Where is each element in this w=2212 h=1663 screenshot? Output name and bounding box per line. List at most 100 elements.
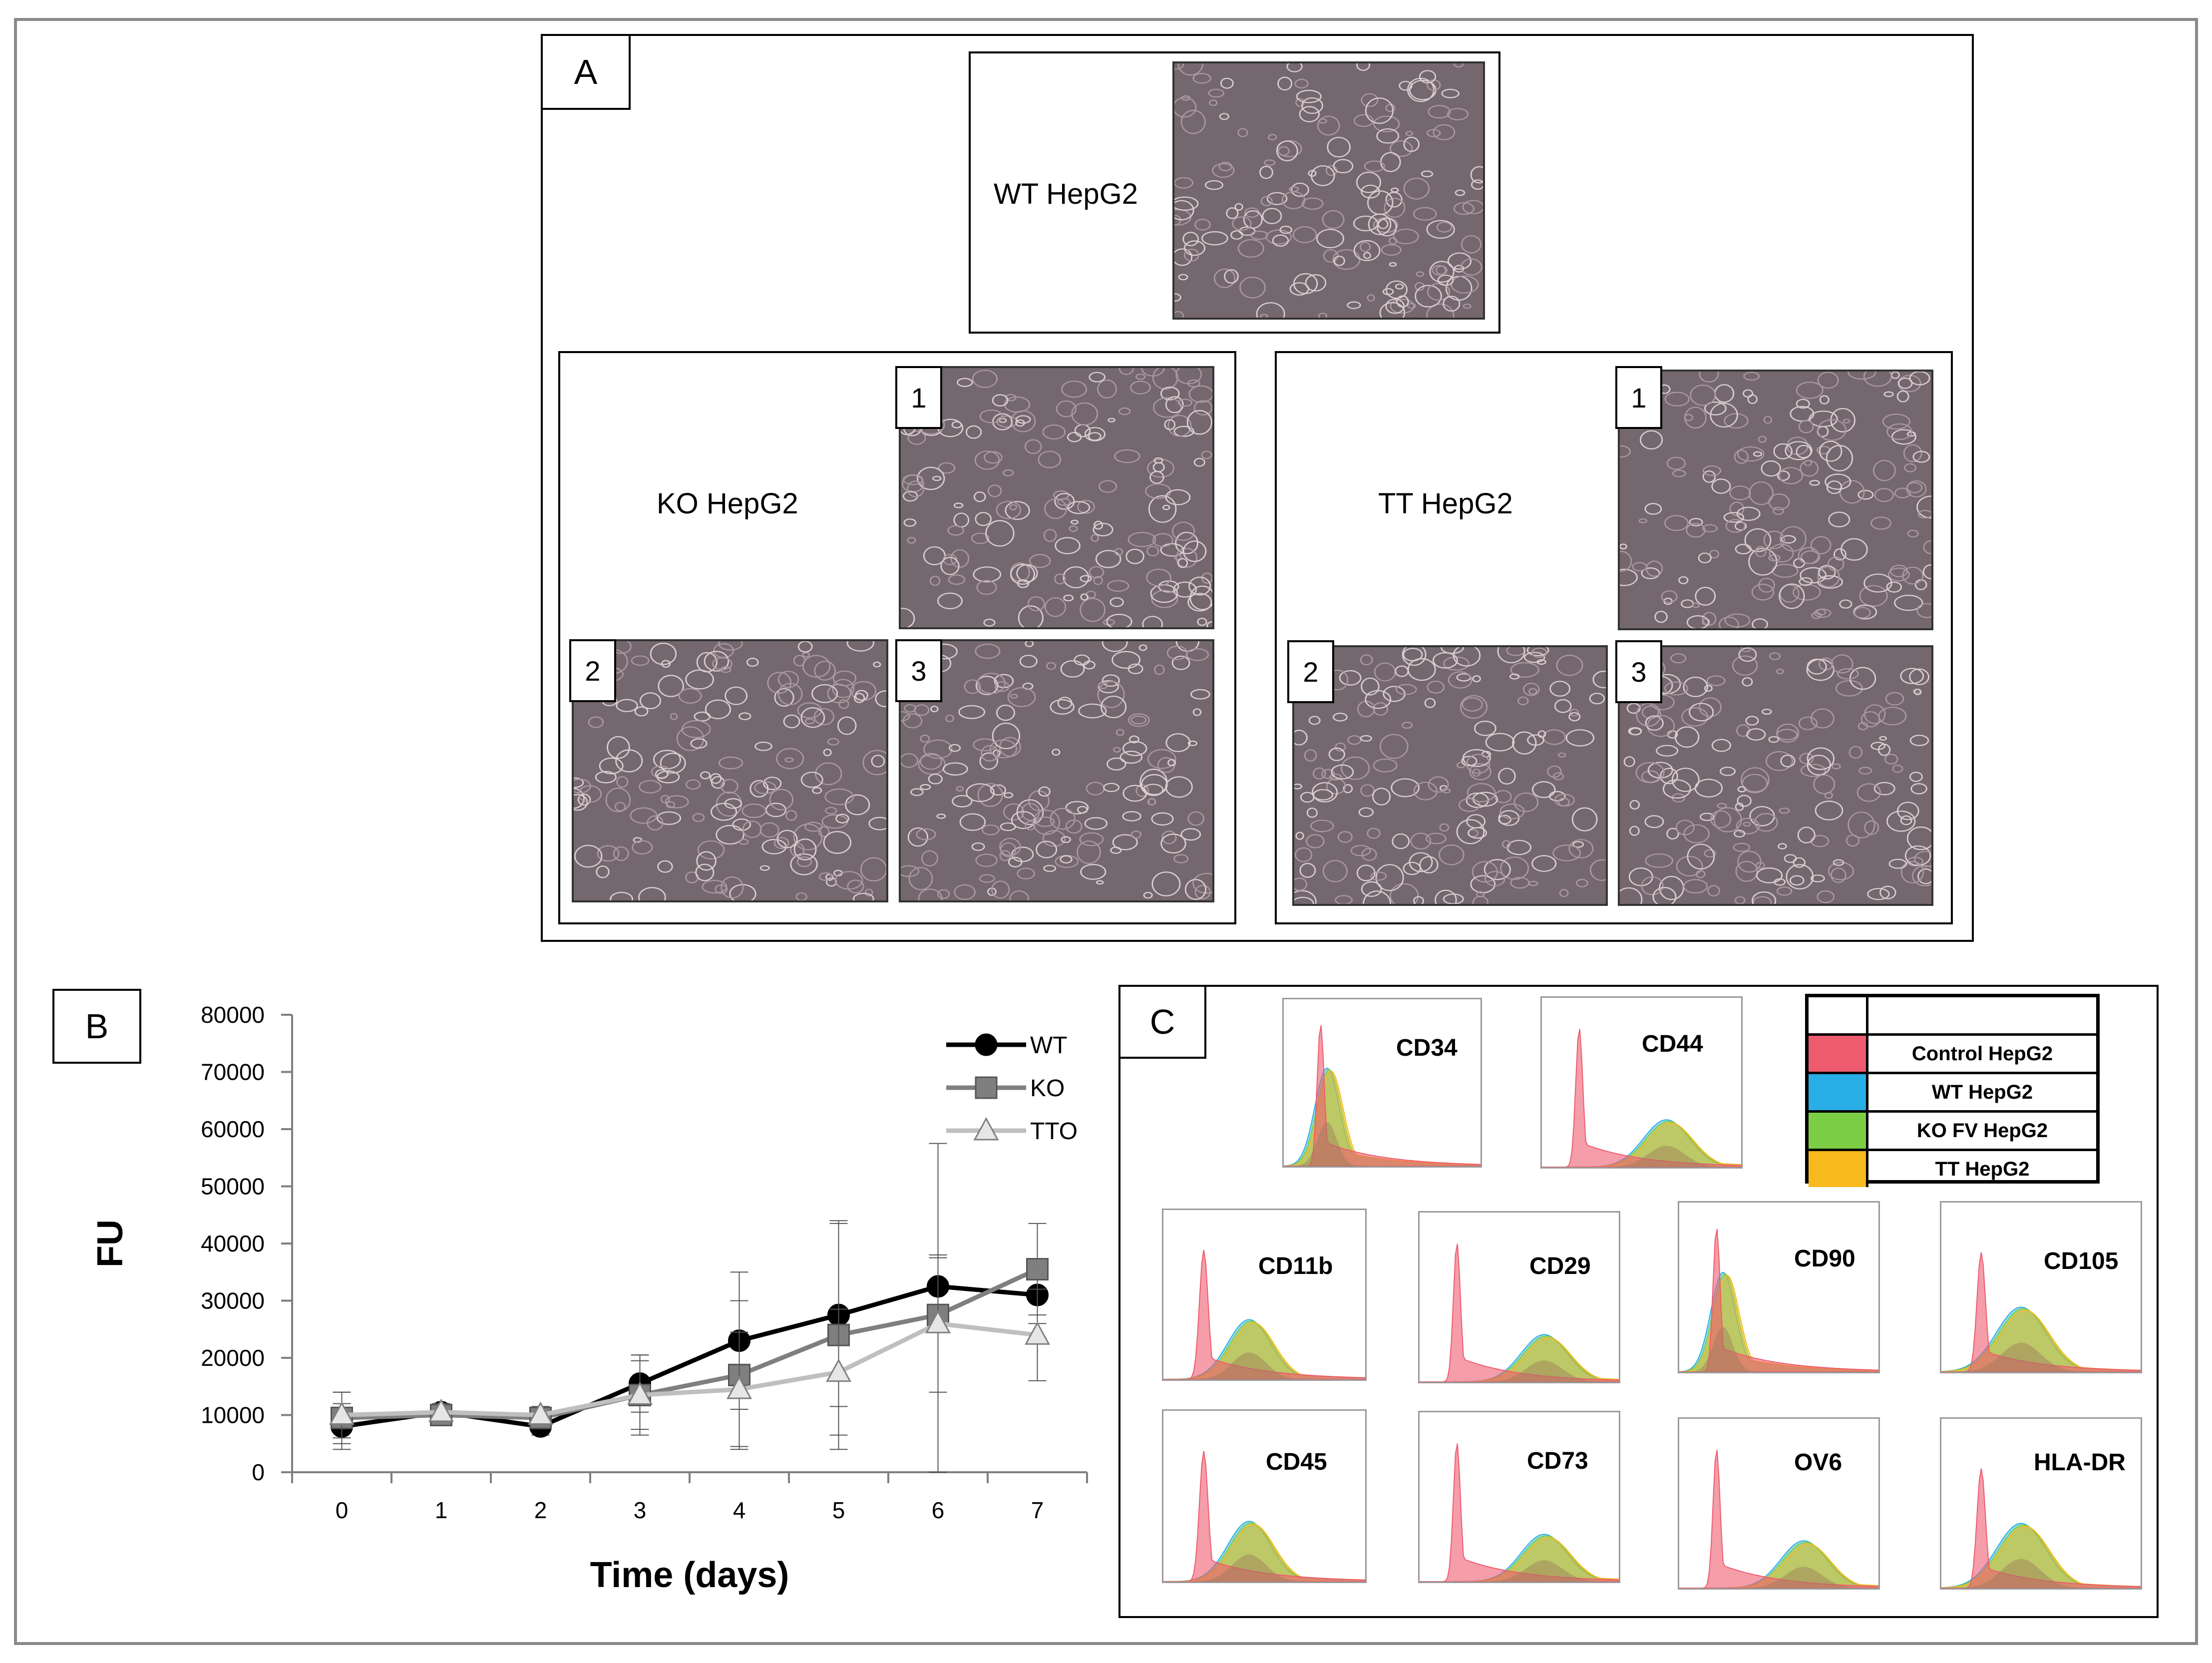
cell-outline: [1096, 880, 1104, 885]
cell-outline: [721, 876, 744, 898]
cell-outline: [1889, 564, 1908, 577]
cell-outline: [1620, 543, 1627, 550]
cell-outline: [1734, 830, 1746, 837]
wt-micrograph: [1172, 61, 1485, 320]
cell-outline: [1088, 432, 1102, 441]
cell-outline: [1912, 865, 1931, 886]
cell-outline: [1167, 415, 1192, 437]
cell-outline: [1266, 192, 1288, 205]
cell-outline: [1128, 735, 1139, 744]
cell-outline: [1193, 457, 1205, 467]
cell-outline: [1173, 854, 1189, 863]
cell-outline: [1186, 410, 1212, 435]
cell-outline: [1361, 184, 1380, 199]
cell-outline: [1907, 529, 1919, 538]
cell-outline: [1373, 115, 1400, 132]
tt-hepg2-label: TT HepG2: [1378, 487, 1513, 520]
cell-outline: [1147, 749, 1176, 769]
cell-outline: [1138, 644, 1147, 651]
cell-outline: [1746, 728, 1766, 741]
cell-outline: [657, 811, 682, 825]
cell-outline: [932, 475, 942, 481]
cell-outline: [1796, 382, 1824, 399]
cell-outline: [711, 776, 725, 789]
legend-label: Control HepG2: [1911, 1042, 2053, 1065]
cell-outline: [1424, 698, 1436, 708]
cell-outline: [814, 762, 842, 786]
cell-outline: [670, 713, 678, 720]
micrograph-image: [1294, 647, 1606, 904]
cell-outline: [1276, 140, 1298, 161]
cell-outline: [793, 824, 823, 850]
cell-outline: [1353, 240, 1381, 261]
cell-outline: [1707, 885, 1720, 897]
cell-outline: [696, 652, 718, 673]
marker-label: CD11b: [1258, 1253, 1333, 1279]
cell-outline: [1837, 668, 1859, 680]
cell-outline: [1796, 444, 1812, 458]
cell-outline: [1165, 396, 1184, 414]
cell-outline: [1741, 647, 1752, 652]
cell-outline: [1922, 564, 1931, 579]
cell-outline: [1416, 271, 1425, 277]
micrograph-background: [1620, 647, 1931, 904]
cell-outline: [639, 692, 662, 710]
micrograph-image: [1620, 372, 1931, 628]
cell-outline: [1160, 387, 1180, 401]
cell-outline: [1112, 834, 1138, 850]
cell-outline: [1009, 890, 1030, 900]
cell-outline: [1158, 580, 1179, 593]
cell-outline: [1743, 372, 1760, 381]
cell-outline: [694, 711, 711, 722]
cell-outline: [1177, 63, 1203, 76]
cell-outline: [1018, 605, 1044, 627]
cell-outline: [871, 755, 885, 768]
cell-outline: [1003, 792, 1014, 799]
cell-outline: [665, 795, 689, 809]
cell-outline: [835, 814, 849, 824]
cell-outline: [1127, 532, 1156, 547]
histogram-peak: [1542, 1122, 1741, 1167]
cell-outline: [1813, 774, 1836, 795]
cell-outline: [1106, 757, 1126, 771]
histogram-plot: [1679, 1450, 1878, 1588]
cell-outline: [1456, 819, 1485, 844]
cell-outline: [1294, 730, 1308, 746]
cell-outline: [1780, 526, 1807, 552]
cell-outline: [1743, 389, 1754, 398]
cell-outline: [1737, 795, 1752, 807]
ko-micrograph-2: [572, 639, 888, 902]
cell-outline: [769, 789, 794, 811]
cell-outline: [1471, 179, 1483, 190]
cell-outline: [610, 891, 634, 900]
cell-outline: [1065, 820, 1083, 834]
cell-outline: [1103, 783, 1120, 793]
cell-outline: [951, 421, 962, 428]
cell-outline: [1467, 783, 1496, 803]
cell-outline: [1178, 274, 1188, 281]
cell-outline: [1182, 540, 1207, 562]
cell-outline: [964, 679, 981, 694]
cell-outline: [940, 557, 960, 575]
cell-outline: [632, 840, 653, 855]
cell-outline: [1391, 778, 1420, 798]
cell-outline: [1286, 63, 1303, 72]
data-point: [726, 1375, 752, 1399]
cell-outline: [615, 749, 643, 773]
cell-outline: [1453, 63, 1464, 68]
cell-outline: [1042, 424, 1066, 440]
control-peak: [1542, 1029, 1741, 1167]
cell-outline: [818, 872, 833, 881]
cell-outline: [1523, 652, 1545, 663]
cell-outline: [1661, 590, 1678, 603]
cell-outline: [762, 777, 782, 791]
cell-outline: [1710, 403, 1738, 428]
micrograph-image: [574, 641, 886, 900]
cell-outline: [1074, 654, 1090, 666]
histogram-plot: [1679, 1229, 1878, 1372]
cell-outline: [1171, 521, 1195, 541]
cell-outline: [1010, 563, 1035, 585]
cell-outline: [1256, 302, 1285, 318]
cell-outline: [1576, 878, 1588, 887]
cell-outline: [1277, 76, 1293, 91]
